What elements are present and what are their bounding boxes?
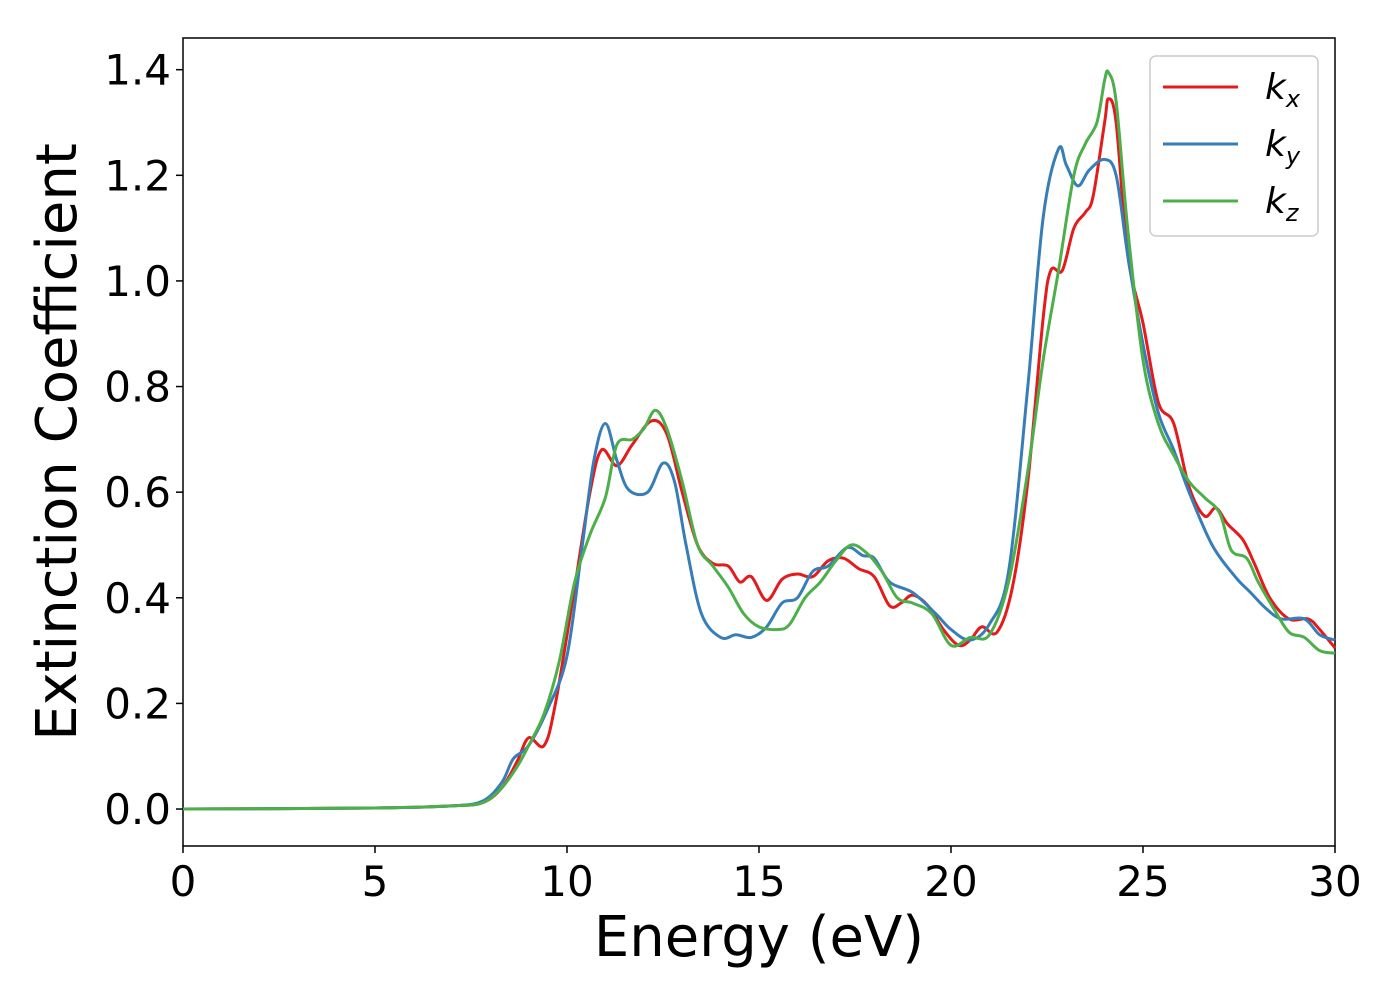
y-tick-label: 0.8 [104,363,171,412]
y-tick-label: 0.4 [104,574,171,623]
legend-label-kx: kx [1265,67,1301,113]
y-tick-label: 0.2 [104,679,171,728]
y-tick-label: 0.6 [104,468,171,517]
y-tick-label: 1.2 [104,151,171,200]
y-tick-label: 1.0 [104,257,171,306]
y-tick-label: 1.4 [104,46,171,95]
legend-label-kz: kz [1265,181,1300,227]
series-line-kz [182,69,1336,811]
legend: kx ky kz [1149,55,1319,237]
x-tick-label: 25 [1116,857,1169,906]
series-line-ky [182,145,1336,811]
series-layer [182,69,1337,811]
y-axis-ticks: 0.0 0.2 0.4 0.6 0.8 1.0 1.2 1.4 [104,46,183,834]
x-axis-label: Energy (eV) [594,905,924,970]
legend-label-ky: ky [1265,124,1301,170]
x-tick-label: 10 [540,857,593,906]
x-tick-label: 15 [732,857,785,906]
x-tick-label: 20 [924,857,977,906]
legend-box [1149,55,1319,237]
y-axis-label: Extinction Coefficient [25,143,90,741]
y-tick-label: 0.0 [104,785,171,834]
x-axis-ticks: 0 5 10 15 20 25 30 [170,846,1362,906]
x-tick-label: 30 [1308,857,1361,906]
x-tick-label: 0 [170,857,197,906]
x-tick-label: 5 [362,857,389,906]
